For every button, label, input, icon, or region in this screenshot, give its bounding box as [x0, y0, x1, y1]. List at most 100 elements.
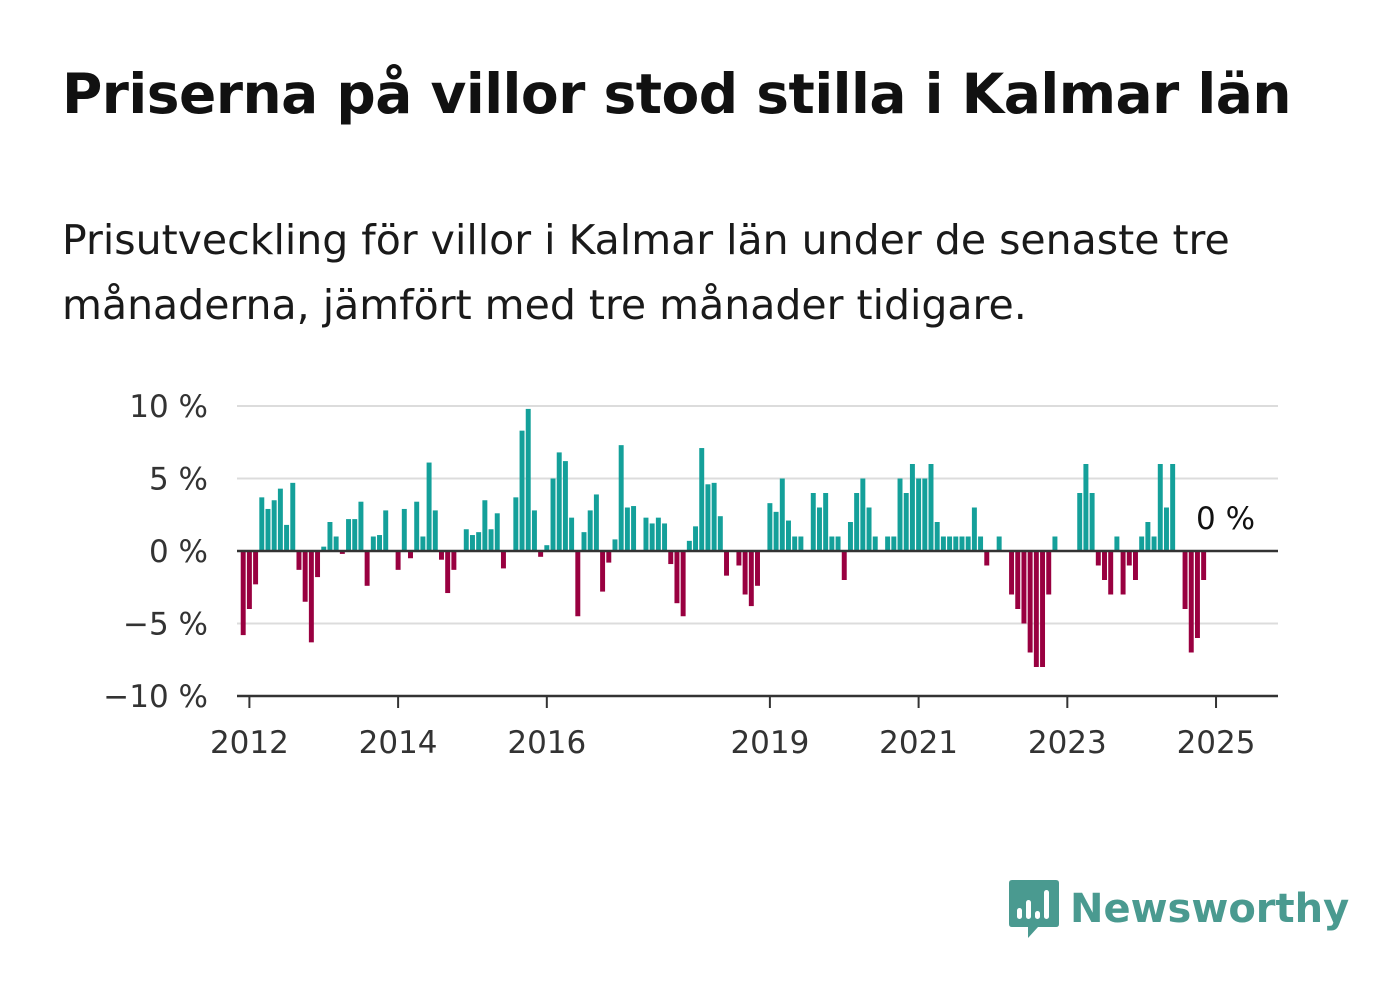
bar: [705, 484, 711, 551]
chart-title: Priserna på villor stod stilla i Kalmar …: [62, 62, 1292, 126]
bar: [891, 536, 897, 551]
bar: [271, 500, 277, 551]
bar: [965, 536, 971, 551]
bar: [1201, 551, 1207, 580]
bar: [847, 522, 853, 551]
bar: [401, 508, 407, 551]
bar: [395, 551, 401, 570]
bar: [1089, 493, 1095, 551]
bar: [736, 551, 742, 566]
bar: [1126, 551, 1132, 566]
bar: [829, 536, 835, 551]
bar: [649, 523, 655, 551]
gridlines: [237, 405, 1278, 625]
bar: [259, 497, 265, 551]
bar: [612, 539, 618, 551]
bar: [377, 535, 382, 551]
bar: [996, 536, 1002, 551]
bar: [792, 536, 798, 551]
bar: [525, 408, 531, 551]
bar: [1077, 493, 1083, 551]
bar: [469, 535, 475, 551]
bar: [1139, 536, 1145, 551]
bar: [779, 478, 785, 551]
bar: [1009, 551, 1015, 595]
bar: [1163, 507, 1169, 551]
bar: [302, 551, 308, 602]
bar: [439, 551, 444, 560]
bar: [426, 462, 432, 551]
bar: [767, 503, 773, 551]
bar: [755, 551, 760, 586]
bar: [494, 513, 500, 551]
bar: [253, 551, 259, 585]
bar: [816, 507, 822, 551]
bar: [408, 551, 413, 559]
bar: [668, 551, 674, 565]
bar: [897, 478, 903, 551]
bar: [928, 464, 934, 551]
end-value-label: 0 %: [1196, 501, 1255, 537]
bar: [581, 532, 587, 551]
bar: [265, 508, 271, 551]
bar: [773, 511, 779, 551]
x-tick-label: 2012: [210, 725, 289, 761]
bar: [600, 551, 606, 592]
x-tick-label: 2025: [1177, 725, 1256, 761]
bar: [1145, 522, 1151, 551]
bar: [246, 551, 252, 609]
bar: [296, 551, 302, 570]
bar: [593, 494, 599, 551]
bar: [631, 506, 637, 551]
bar: [1102, 551, 1107, 580]
bar: [315, 551, 321, 578]
bar: [674, 551, 680, 604]
bar: [569, 517, 575, 551]
bar: [538, 551, 544, 557]
brand-name: Newsworthy: [1070, 886, 1350, 932]
bar: [1046, 551, 1052, 595]
newsworthy-logo-icon: [1009, 880, 1059, 938]
bar: [1052, 536, 1058, 551]
bar: [500, 551, 506, 569]
bar: [655, 517, 661, 551]
bar: [346, 519, 352, 551]
bar: [953, 536, 959, 551]
bar: [978, 536, 984, 551]
bar: [624, 507, 630, 551]
bar: [872, 536, 878, 551]
bar: [934, 522, 940, 551]
bar: [420, 536, 426, 551]
bar: [370, 536, 376, 551]
bar: [550, 478, 556, 551]
bar: [488, 529, 494, 551]
bar: [352, 519, 358, 551]
bar: [1108, 551, 1114, 595]
bar: [717, 516, 723, 551]
bar: [1040, 551, 1046, 667]
bar: [916, 478, 922, 551]
y-tick-label: 10 %: [129, 389, 208, 425]
x-axis: 2012 2014 2016 2019 2021 2023 2025: [210, 549, 1278, 761]
bar: [339, 551, 345, 554]
bar: [971, 507, 977, 551]
bar: [1157, 464, 1163, 551]
y-tick-label: 5 %: [149, 462, 208, 498]
bar: [1095, 551, 1101, 566]
bar: [693, 526, 699, 551]
bar: [724, 551, 729, 576]
bar: [940, 536, 946, 551]
bar: [358, 501, 364, 551]
bar: [618, 445, 624, 551]
bar: [866, 507, 872, 551]
bar: [1151, 536, 1157, 551]
bar: [686, 540, 692, 551]
x-tick-label: 2019: [730, 725, 809, 761]
bar: [1194, 551, 1200, 638]
x-tick-label: 2023: [1028, 725, 1107, 761]
bar: [1015, 551, 1021, 609]
y-tick-label: −5 %: [123, 607, 208, 643]
bar: [333, 536, 339, 551]
bar: [699, 448, 705, 551]
bar: [680, 551, 686, 617]
